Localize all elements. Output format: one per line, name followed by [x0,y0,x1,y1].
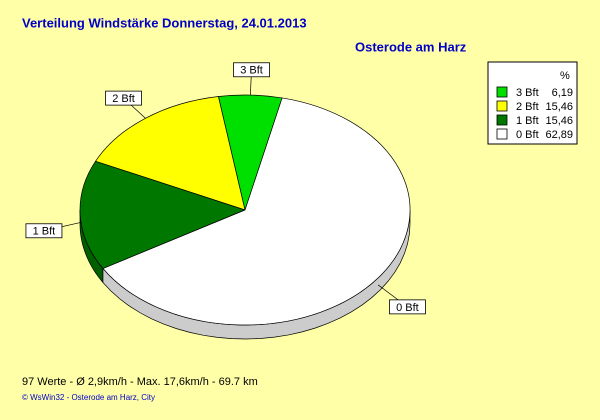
chart-title: Verteilung Windstärke Donnerstag, 24.01.… [22,15,307,30]
legend-label: 0 Bft [516,129,539,141]
pie-slice [102,97,411,326]
slice-label: 2 Bft [112,93,135,105]
legend-swatch [496,100,508,112]
legend-label: 1 Bft [516,115,539,127]
legend-title: % [560,70,570,82]
label-box [25,223,63,239]
legend-swatch [496,86,508,98]
label-box [389,299,426,315]
legend-value: 62,89 [545,129,573,141]
pie-slice [94,96,246,211]
legend-value: 15,46 [545,101,573,113]
label-box [233,62,270,78]
slice-label: 0 Bft [396,302,419,314]
legend-swatch [496,114,508,126]
legend-label: 3 Bft [516,87,539,99]
footer: 97 Werte - Ø 2,9km/h - Max. 17,6km/h - 6… [22,376,258,388]
legend-label: 2 Bft [516,101,539,113]
legend-value: 15,46 [545,115,573,127]
legend-value: 6,19 [552,87,573,99]
slice-label: 3 Bft [240,65,263,77]
slice-label: 1 Bft [33,226,56,238]
label-box [105,90,142,106]
pie-slice [79,160,247,269]
legend-swatch [496,128,508,140]
chart-subtitle: Osterode am Harz [355,39,467,54]
credit: © WsWin32 - Osterode am Harz, City [22,393,155,402]
